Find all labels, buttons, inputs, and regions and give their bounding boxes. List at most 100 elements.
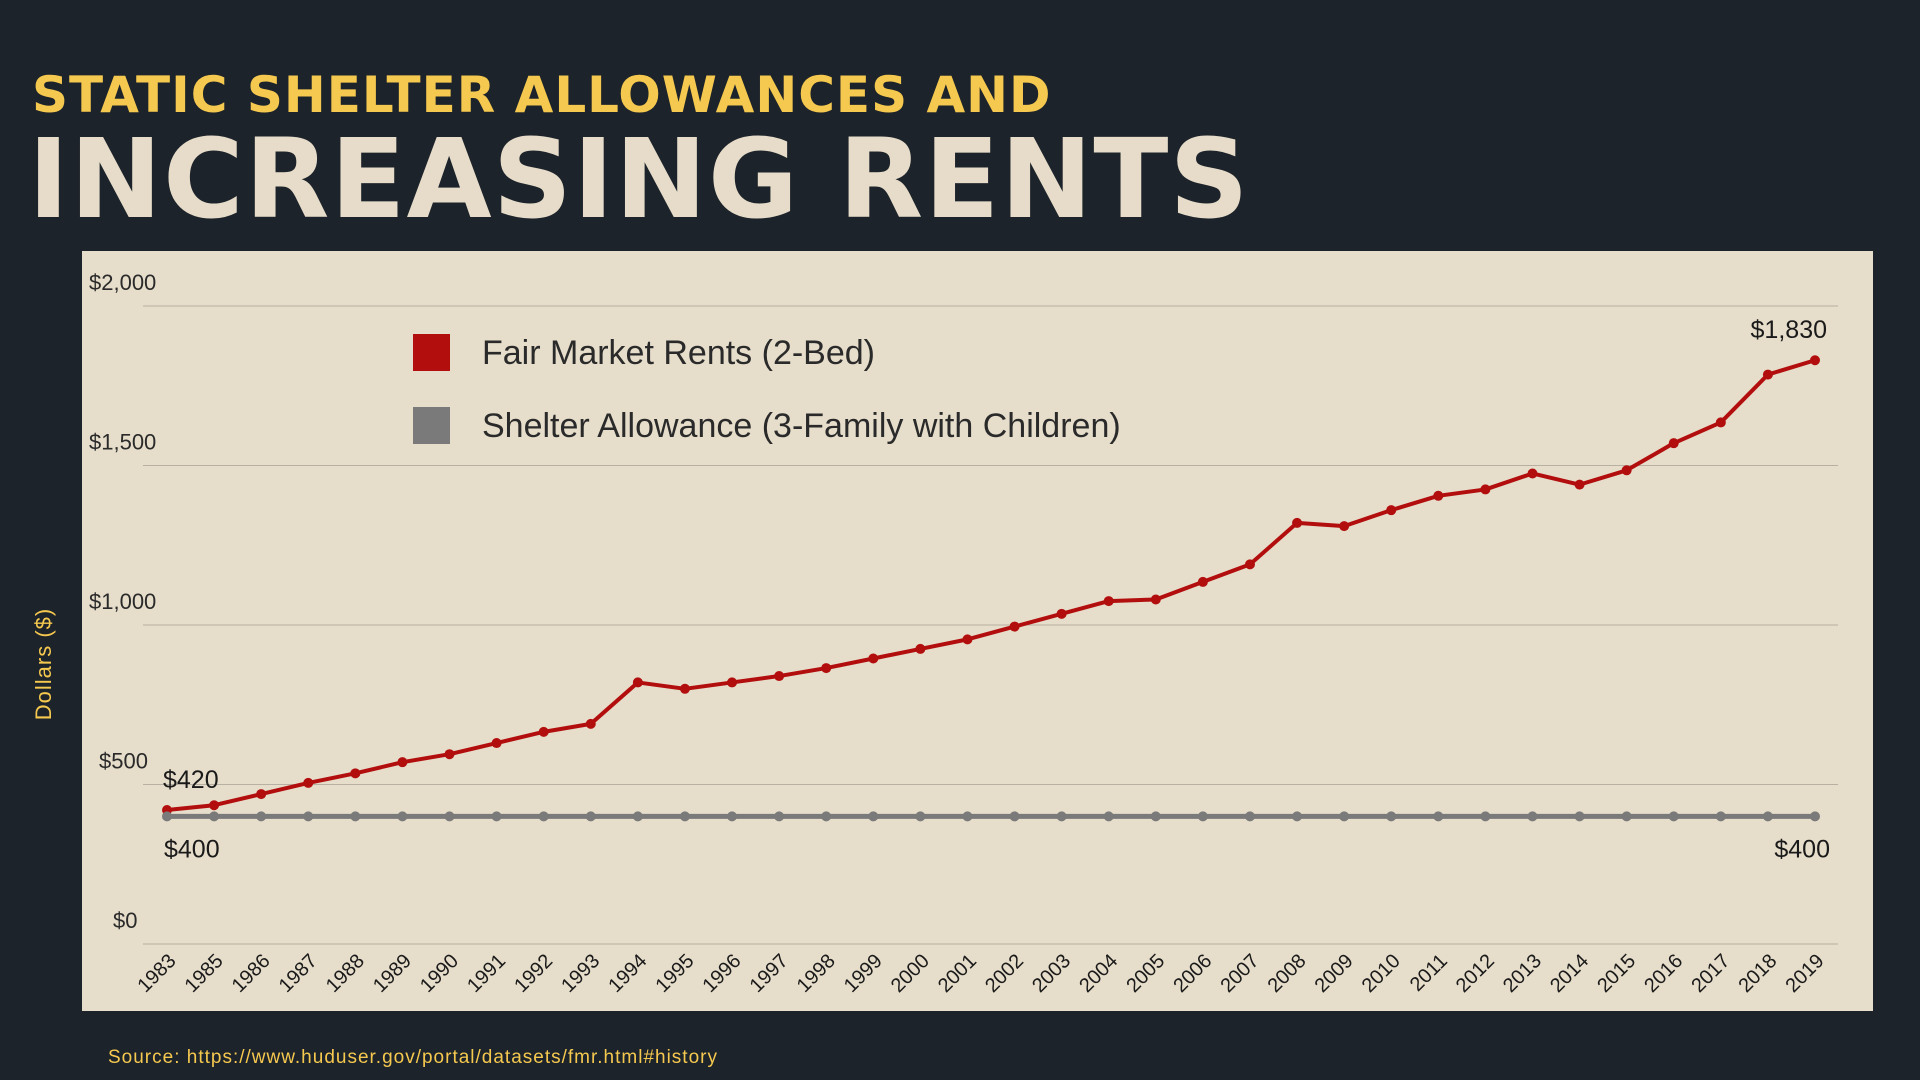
x-tick-label: 2019 <box>1782 950 1829 997</box>
data-point <box>1197 576 1208 587</box>
data-point <box>774 811 785 822</box>
data-point <box>868 653 879 664</box>
x-tick-label: 2014 <box>1546 950 1593 997</box>
data-point <box>256 811 267 822</box>
x-tick-label: 2009 <box>1311 950 1358 997</box>
data-point <box>209 811 220 822</box>
x-tick-label: 2008 <box>1264 950 1311 997</box>
data-point <box>538 726 549 737</box>
x-tick-label: 1992 <box>510 950 557 997</box>
data-point <box>1621 465 1632 476</box>
data-point <box>397 811 408 822</box>
x-tick-label: 1998 <box>793 950 840 997</box>
data-point <box>1056 608 1067 619</box>
data-point <box>1386 811 1397 822</box>
data-point <box>444 811 455 822</box>
legend-label: Fair Market Rents (2-Bed) <box>482 334 875 372</box>
data-point <box>350 768 361 779</box>
data-point <box>1103 596 1114 607</box>
data-point <box>1527 468 1538 479</box>
data-point <box>1244 559 1255 570</box>
data-point <box>1621 811 1632 822</box>
x-tick-label: 2012 <box>1452 950 1499 997</box>
data-point <box>585 718 596 729</box>
data-point <box>1668 438 1679 449</box>
data-point <box>1056 811 1067 822</box>
y-tick-label: $500 <box>99 749 148 774</box>
data-point <box>1715 417 1726 428</box>
source-note: Source: https://www.huduser.gov/portal/d… <box>108 1047 718 1068</box>
data-point <box>350 811 361 822</box>
chart-subtitle: STATIC SHELTER ALLOWANCES AND <box>32 66 1052 124</box>
chart-panel <box>82 251 1873 1011</box>
x-tick-label: 2007 <box>1216 950 1263 997</box>
y-tick-label: $0 <box>113 908 137 933</box>
data-point <box>632 811 643 822</box>
data-point <box>1715 811 1726 822</box>
data-label: $400 <box>1774 835 1830 863</box>
data-point <box>1292 811 1303 822</box>
data-point <box>1009 621 1020 632</box>
data-point <box>1197 811 1208 822</box>
x-tick-label: 2001 <box>934 950 981 997</box>
x-tick-label: 1996 <box>699 950 746 997</box>
x-tick-label: 2003 <box>1028 950 1075 997</box>
data-point <box>821 663 832 674</box>
data-point <box>162 811 172 822</box>
data-point <box>1433 490 1444 501</box>
data-label: $1,830 <box>1751 316 1827 344</box>
data-point <box>1433 811 1444 822</box>
data-point <box>915 643 926 654</box>
data-point <box>1009 811 1020 822</box>
data-point <box>444 749 455 760</box>
data-point <box>1103 811 1114 822</box>
data-point <box>679 811 690 822</box>
data-point <box>491 811 502 822</box>
x-tick-label: 1989 <box>369 950 416 997</box>
x-tick-label: 1997 <box>746 950 793 997</box>
x-tick-label: 2006 <box>1169 950 1216 997</box>
x-tick-label: 2016 <box>1640 950 1687 997</box>
data-point <box>1810 355 1820 366</box>
x-tick-label: 1988 <box>322 950 369 997</box>
x-tick-label: 2004 <box>1075 950 1122 997</box>
data-point <box>303 811 314 822</box>
data-point <box>538 811 549 822</box>
x-tick-label: 2015 <box>1593 950 1640 997</box>
x-tick-label: 1993 <box>557 950 604 997</box>
data-point <box>256 789 267 800</box>
data-point <box>1574 479 1585 490</box>
x-tick-label: 1987 <box>275 950 322 997</box>
data-point <box>1574 811 1585 822</box>
x-tick-label: 1986 <box>228 950 275 997</box>
data-point <box>491 738 502 749</box>
data-point <box>1480 484 1491 495</box>
data-point <box>632 677 643 688</box>
x-tick-label: 1999 <box>840 950 887 997</box>
data-label: $400 <box>164 835 220 863</box>
data-point <box>1762 369 1773 380</box>
x-tick-label: 2017 <box>1687 950 1734 997</box>
x-tick-label: 2002 <box>981 950 1028 997</box>
data-point <box>962 634 973 645</box>
y-tick-label: $1,000 <box>89 589 156 614</box>
data-point <box>868 811 879 822</box>
x-tick-label: 1994 <box>604 950 651 997</box>
data-point <box>821 811 832 822</box>
data-point <box>1527 811 1538 822</box>
data-point <box>962 811 973 822</box>
data-point <box>209 800 220 811</box>
data-point <box>1386 505 1397 516</box>
legend-swatch <box>413 407 450 444</box>
x-tick-label: 1995 <box>651 950 698 997</box>
data-point <box>1668 811 1679 822</box>
data-point <box>1810 811 1820 822</box>
data-point <box>585 811 596 822</box>
data-point <box>679 683 690 694</box>
x-tick-label: 1990 <box>416 950 463 997</box>
data-point <box>1339 521 1350 532</box>
series-line <box>166 358 1816 813</box>
x-tick-label: 2000 <box>887 950 934 997</box>
x-tick-label: 1983 <box>134 950 181 997</box>
